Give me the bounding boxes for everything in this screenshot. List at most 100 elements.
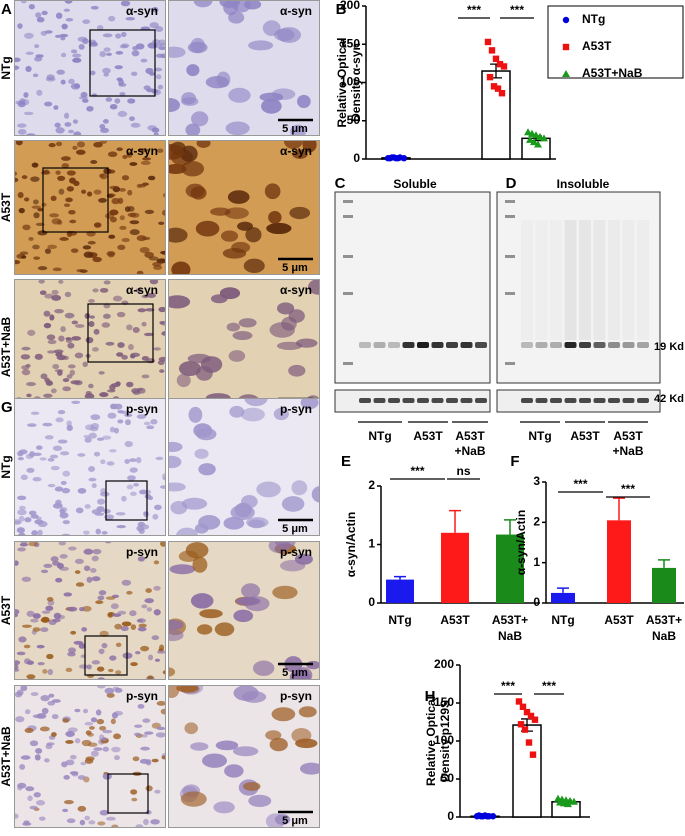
error-bar [449, 509, 461, 533]
cell [26, 382, 36, 387]
cell [276, 302, 295, 315]
cell [136, 270, 144, 275]
cell [215, 740, 239, 751]
cell [308, 279, 320, 295]
cell [202, 753, 228, 768]
cell [96, 437, 105, 441]
protein-band [593, 342, 606, 348]
cell [107, 151, 118, 158]
cell [110, 603, 119, 610]
cell [41, 610, 51, 614]
cell [51, 289, 59, 295]
cell [292, 149, 308, 159]
cell [129, 610, 137, 617]
cell [131, 50, 140, 57]
cell [160, 708, 166, 715]
cell [161, 331, 166, 336]
cell [121, 579, 132, 586]
cell [83, 530, 90, 535]
cell [185, 123, 201, 136]
cell [24, 709, 31, 715]
actin-band [431, 398, 444, 403]
error-bar [557, 587, 569, 593]
cell [37, 529, 43, 536]
cell [64, 122, 72, 127]
cell [155, 53, 164, 58]
cell [20, 474, 28, 481]
ladder-band [343, 292, 353, 295]
cell [83, 565, 91, 572]
cell [50, 556, 59, 562]
cell [32, 199, 39, 205]
cell [143, 85, 151, 91]
cell [90, 750, 99, 757]
cell [23, 197, 30, 202]
cell [55, 417, 64, 423]
cell [148, 256, 159, 261]
cell [77, 775, 86, 780]
micrograph [14, 0, 166, 136]
cell [140, 58, 148, 63]
cell [35, 445, 43, 450]
cell [30, 514, 39, 519]
cell [82, 361, 88, 368]
significance-label: *** [510, 3, 524, 17]
marker-label: 19 Kd [654, 341, 684, 353]
cell [128, 343, 134, 351]
cell [273, 407, 289, 421]
data-point [525, 739, 533, 746]
cell [40, 694, 50, 702]
cell [97, 498, 106, 505]
data-point [500, 63, 508, 70]
cell [30, 176, 40, 182]
cell [104, 687, 115, 695]
cell [16, 651, 26, 656]
cell [117, 342, 125, 348]
cell [169, 564, 196, 575]
cell [159, 485, 166, 489]
bar [512, 724, 542, 818]
actin-band [359, 398, 371, 403]
lane-label: A53T [455, 429, 485, 443]
cell [80, 761, 87, 766]
cell [125, 16, 136, 21]
cell [115, 512, 126, 516]
cell [25, 786, 35, 792]
cell [72, 145, 78, 150]
cell [176, 685, 199, 693]
cell [233, 609, 254, 623]
data-point [523, 708, 531, 716]
cell [44, 435, 54, 440]
cell [181, 161, 205, 177]
cell [225, 121, 250, 136]
cell [132, 756, 140, 762]
cell [101, 531, 108, 535]
cell [151, 6, 159, 13]
cell [146, 292, 156, 298]
cell [115, 381, 121, 386]
cell [121, 621, 132, 627]
panel-letter: E [341, 453, 351, 470]
protein-band [579, 342, 591, 348]
cell [92, 288, 99, 293]
cell [32, 714, 43, 719]
cell [289, 669, 311, 680]
cell [272, 585, 298, 600]
cell [140, 645, 150, 652]
cell [103, 313, 111, 319]
cell [144, 209, 155, 215]
cell [21, 175, 28, 180]
cell [158, 306, 166, 313]
cell [57, 409, 66, 415]
cell [62, 470, 71, 477]
cell [43, 310, 51, 317]
cell [121, 495, 127, 502]
cell [17, 192, 24, 199]
y-tick-label: 100 [434, 733, 454, 747]
cell [130, 662, 138, 667]
cell [14, 608, 20, 615]
cell [130, 352, 140, 358]
cell [82, 19, 91, 24]
panel-letter: B [336, 1, 347, 18]
legend-label: NTg [582, 12, 605, 26]
